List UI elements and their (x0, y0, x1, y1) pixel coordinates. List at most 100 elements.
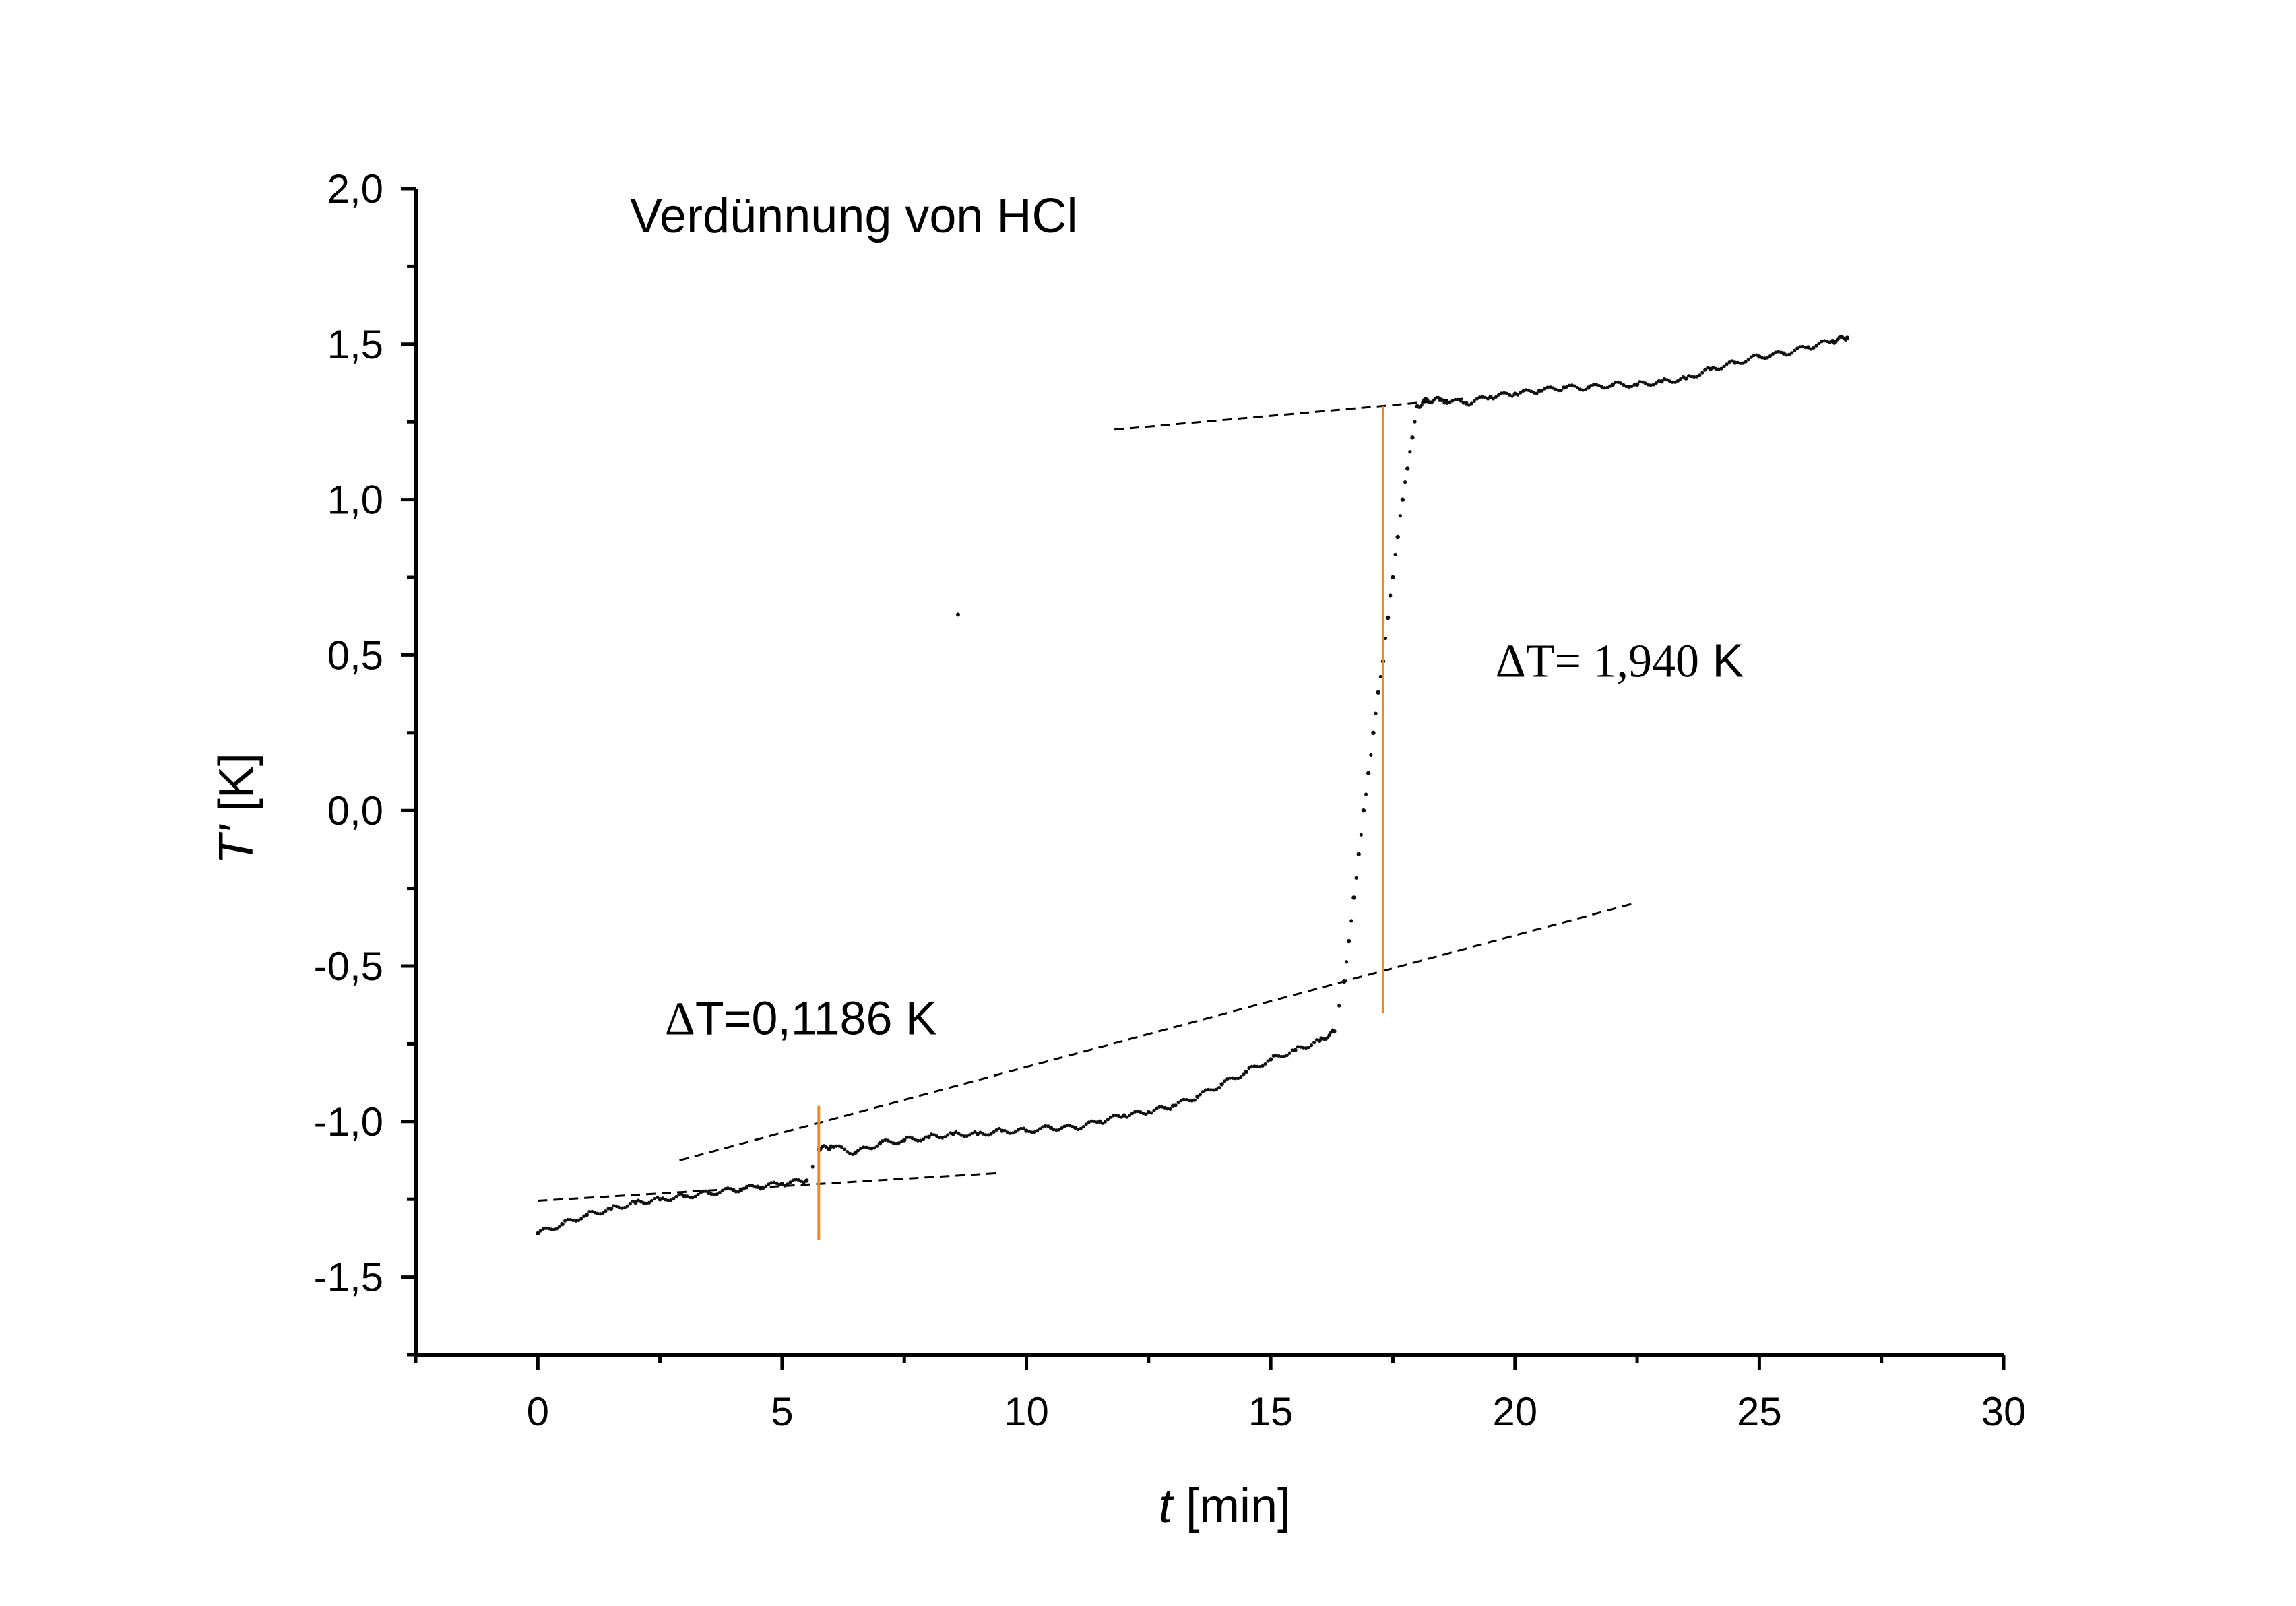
data-point (1698, 373, 1702, 377)
data-point (1472, 399, 1476, 404)
data-point (617, 1205, 621, 1209)
data-point (1354, 876, 1358, 880)
data-point (1081, 1124, 1085, 1129)
data-point (827, 1147, 832, 1151)
data-point (625, 1204, 629, 1208)
data-point (1445, 401, 1449, 405)
data-point (652, 1196, 657, 1201)
data-point (894, 1142, 898, 1146)
data-point (1326, 1035, 1330, 1039)
data-point (1282, 1054, 1286, 1058)
data-point (1586, 385, 1591, 390)
data-point (1711, 366, 1715, 370)
data-point (1141, 1111, 1145, 1116)
data-point (647, 1200, 651, 1204)
data-point (549, 1227, 554, 1231)
data-point (1393, 552, 1397, 556)
data-point (1076, 1127, 1080, 1132)
data-point (1389, 593, 1393, 598)
data-point (1203, 1088, 1208, 1092)
data-point (846, 1150, 850, 1154)
data-point (1695, 375, 1699, 379)
data-point (639, 1200, 643, 1204)
data-point (1413, 420, 1417, 424)
data-point (1041, 1125, 1045, 1129)
data-point (1665, 378, 1669, 382)
data-point (970, 1131, 974, 1135)
data-point (1643, 381, 1647, 385)
data-point (1519, 391, 1523, 395)
x-tick-label: 5 (771, 1389, 793, 1434)
data-point (921, 1137, 926, 1141)
data-point (1619, 381, 1623, 385)
data-point (1214, 1087, 1219, 1091)
data-point (1727, 360, 1731, 364)
data-point (1182, 1097, 1186, 1101)
data-point (734, 1190, 738, 1194)
data-point (1125, 1115, 1129, 1119)
data-point (1692, 375, 1696, 379)
data-point (1408, 450, 1412, 454)
data-point (1638, 380, 1642, 384)
data-point (590, 1209, 594, 1214)
data-point (1029, 1130, 1034, 1134)
data-point (1603, 386, 1607, 390)
data-point (834, 1144, 839, 1148)
data-point (775, 1181, 779, 1185)
data-point (1128, 1114, 1132, 1118)
data-point (1002, 1128, 1007, 1133)
data-point (1790, 351, 1794, 355)
data-point (715, 1192, 719, 1196)
data-point (886, 1138, 890, 1143)
data-point (1065, 1123, 1069, 1128)
data-point (1179, 1098, 1183, 1103)
data-point (1828, 340, 1832, 344)
data-point (1793, 348, 1797, 352)
data-point (641, 1201, 646, 1205)
data-point (772, 1180, 776, 1184)
data-point (1657, 379, 1661, 383)
data-point (1258, 1064, 1262, 1069)
data-point (682, 1194, 687, 1198)
data-point (1364, 792, 1368, 796)
data-point (1706, 366, 1710, 370)
data-point (883, 1138, 887, 1143)
data-point (554, 1227, 559, 1231)
y-tick-label: 0,0 (327, 788, 383, 833)
data-point (1529, 389, 1533, 393)
data-point (1741, 361, 1745, 365)
data-point (984, 1133, 988, 1137)
data-point (560, 1221, 565, 1227)
data-point (1651, 383, 1655, 387)
data-point (1486, 397, 1490, 401)
data-point (649, 1199, 654, 1203)
data-point (693, 1194, 697, 1198)
x-tick-label: 10 (1004, 1389, 1049, 1434)
data-point (728, 1187, 732, 1191)
data-point (1564, 385, 1568, 389)
fit-line (538, 1171, 1002, 1202)
data-point (992, 1130, 996, 1134)
data-point (864, 1145, 868, 1149)
data-point (577, 1218, 581, 1223)
data-point (1304, 1046, 1308, 1050)
data-point (926, 1134, 931, 1140)
data-point (1812, 346, 1816, 350)
data-point (685, 1194, 689, 1198)
data-point (1817, 341, 1821, 346)
data-point (1453, 397, 1457, 402)
y-tick-label: -0,5 (314, 944, 383, 989)
chart-title: Verdünnung von HCl (630, 189, 1077, 243)
data-point (1079, 1126, 1083, 1130)
data-point (1597, 383, 1601, 388)
axes-group: 0 5 10 15 20 25 30 -1,5 -1,0 -0,5 0,0 0,5 1,0 1,5 2,0 (314, 166, 2027, 1434)
data-point (1279, 1054, 1283, 1059)
data-point (546, 1227, 551, 1231)
data-point (1312, 1041, 1316, 1045)
delta-annotation-small: ΔT=0,1186 K (665, 992, 937, 1046)
data-point (794, 1178, 798, 1182)
data-point (1754, 353, 1758, 357)
data-point (767, 1182, 771, 1186)
data-point (1351, 895, 1356, 900)
data-point (1752, 354, 1756, 358)
